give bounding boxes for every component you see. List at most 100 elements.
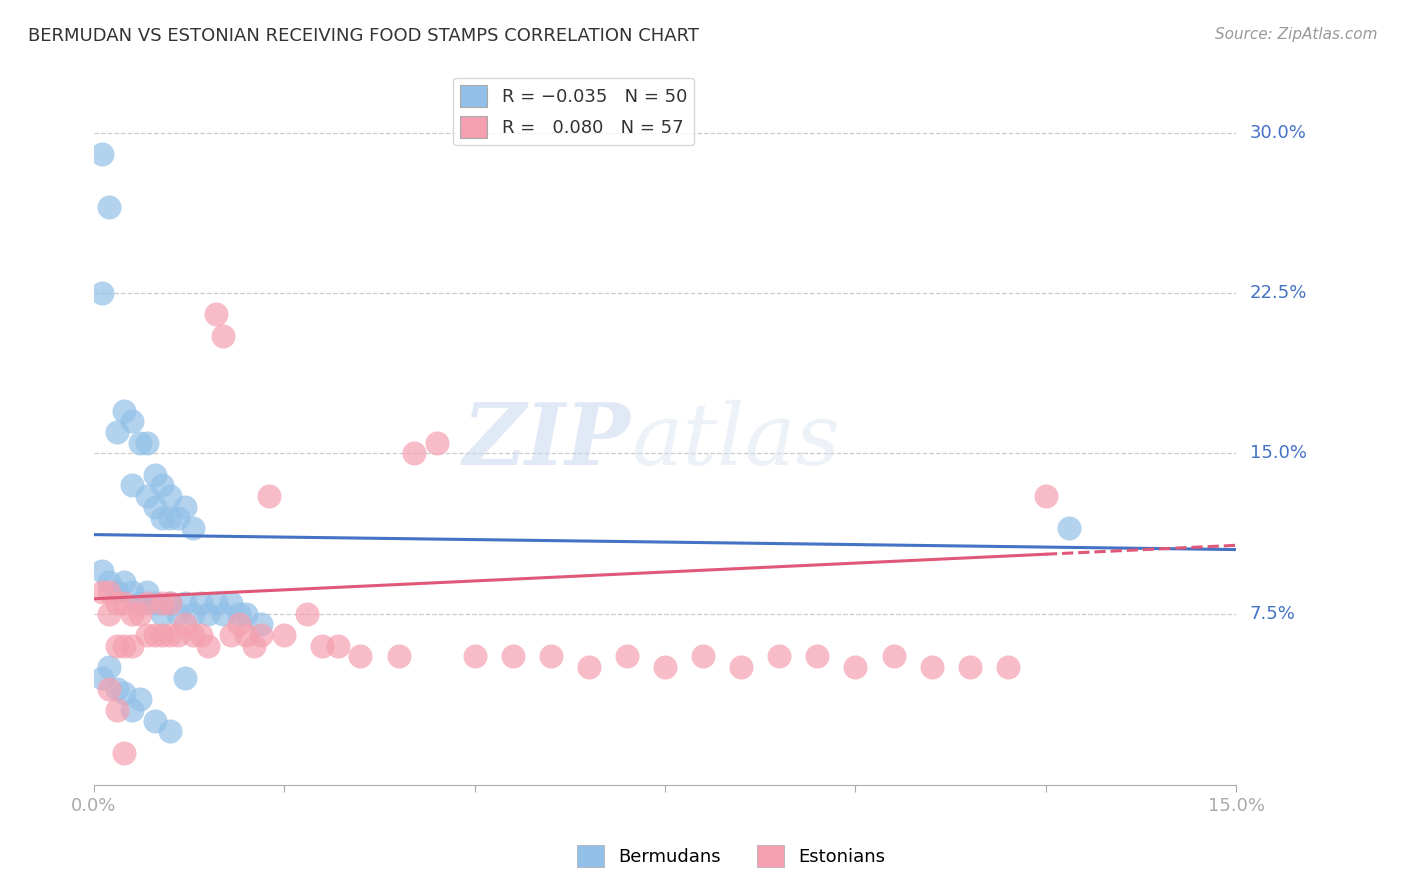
Point [181,628,204,642]
Point [1057,521,1080,535]
Point [997,660,1019,674]
Point [98,574,121,589]
Point [181,521,204,535]
Point [90,671,112,685]
Point [197,639,219,653]
Point [174,671,197,685]
Point [882,649,904,664]
Point [136,628,159,642]
Point [250,628,273,642]
Point [159,596,181,610]
Point [540,649,562,664]
Point [121,607,143,621]
Point [806,649,828,664]
Point [257,489,280,503]
Point [90,147,112,161]
Point [768,649,790,664]
Point [136,596,159,610]
Text: Source: ZipAtlas.com: Source: ZipAtlas.com [1215,27,1378,42]
Point [121,414,143,428]
Text: 22.5%: 22.5% [1250,284,1308,302]
Point [730,660,752,674]
Point [152,628,174,642]
Point [159,510,181,524]
Point [159,628,181,642]
Point [98,681,121,696]
Point [190,596,212,610]
Point [174,617,197,632]
Legend: R = −0.035   N = 50, R =   0.080   N = 57: R = −0.035 N = 50, R = 0.080 N = 57 [453,78,695,145]
Point [387,649,409,664]
Point [98,660,121,674]
Point [112,639,135,653]
Point [143,628,166,642]
Point [174,500,197,514]
Point [112,746,135,760]
Point [128,435,150,450]
Point [105,639,128,653]
Point [143,596,166,610]
Point [243,639,266,653]
Point [112,403,135,417]
Point [349,649,371,664]
Point [219,628,242,642]
Point [105,703,128,717]
Text: 30.0%: 30.0% [1250,124,1306,142]
Point [121,703,143,717]
Point [143,714,166,728]
Point [143,467,166,482]
Point [426,435,449,450]
Point [90,285,112,300]
Point [295,607,318,621]
Point [578,660,600,674]
Point [128,607,150,621]
Point [128,596,150,610]
Text: atlas: atlas [631,400,839,483]
Legend: Bermudans, Estonians: Bermudans, Estonians [569,838,893,874]
Point [654,660,676,674]
Point [235,628,257,642]
Point [166,510,188,524]
Point [174,596,197,610]
Point [959,660,981,674]
Point [402,446,425,460]
Point [166,607,188,621]
Point [121,585,143,599]
Point [105,585,128,599]
Point [235,607,257,621]
Point [112,596,135,610]
Point [692,649,714,664]
Point [105,596,128,610]
Point [204,596,226,610]
Text: 7.5%: 7.5% [1250,605,1296,623]
Text: 15.0%: 15.0% [1250,444,1308,462]
Point [204,307,226,321]
Point [136,489,159,503]
Point [190,628,212,642]
Point [228,607,250,621]
Point [152,607,174,621]
Point [105,681,128,696]
Text: BERMUDAN VS ESTONIAN RECEIVING FOOD STAMPS CORRELATION CHART: BERMUDAN VS ESTONIAN RECEIVING FOOD STAM… [28,27,699,45]
Point [159,724,181,739]
Point [273,628,295,642]
Point [228,617,250,632]
Point [219,596,242,610]
Point [136,435,159,450]
Point [121,478,143,492]
Point [502,649,524,664]
Point [464,649,486,664]
Point [152,478,174,492]
Point [121,639,143,653]
Point [212,328,235,343]
Point [136,585,159,599]
Point [112,686,135,700]
Point [159,596,181,610]
Point [844,660,866,674]
Point [128,692,150,706]
Point [326,639,349,653]
Text: ZIP: ZIP [463,400,631,483]
Point [90,585,112,599]
Point [1035,489,1057,503]
Point [105,425,128,439]
